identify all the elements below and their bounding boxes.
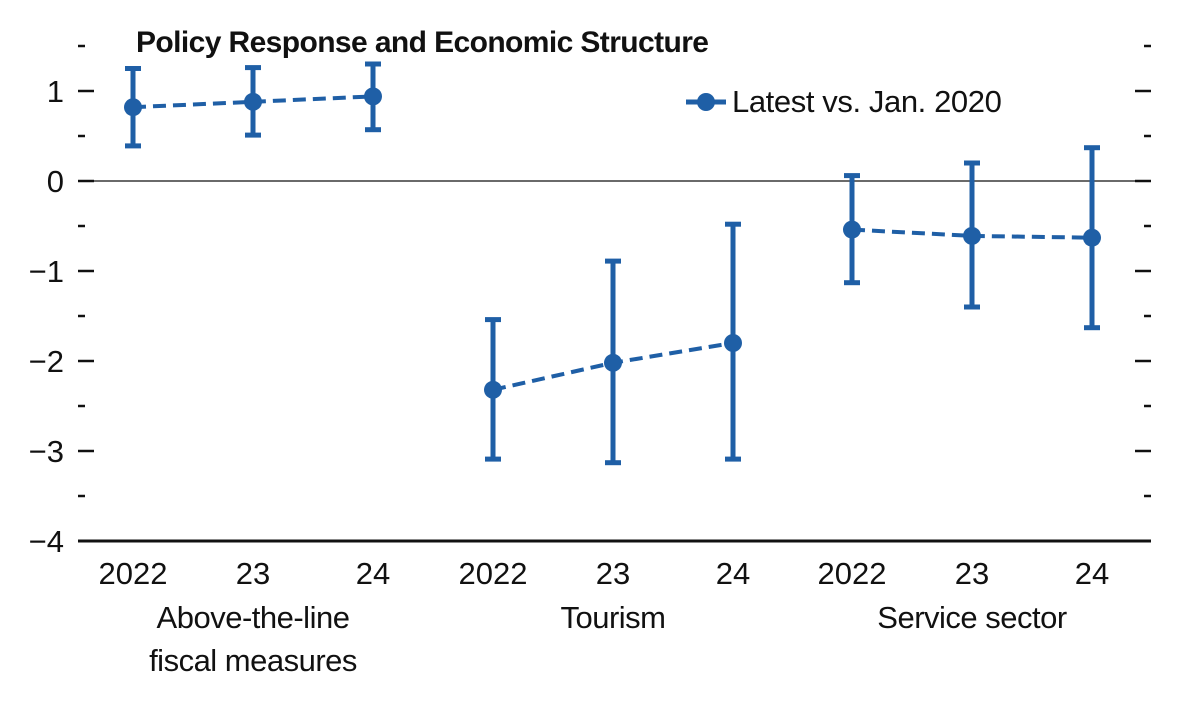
legend-marker [686, 93, 726, 111]
data-point [724, 334, 742, 352]
x-tick-label: 23 [596, 556, 630, 591]
data-point [484, 380, 502, 399]
data-point [364, 87, 382, 106]
y-tick-label: 0 [47, 164, 64, 199]
legend-label: Latest vs. Jan. 2020 [732, 84, 1002, 119]
data-point [1083, 228, 1101, 247]
y-tick-label: 1 [47, 74, 64, 109]
group-label-fiscal: Above-the-line fiscal measures [103, 596, 403, 682]
data-point [604, 353, 622, 372]
data-point [843, 220, 861, 239]
x-tick-label: 23 [955, 556, 989, 591]
group-label-tourism: Tourism [463, 596, 763, 639]
group-label-line: fiscal measures [149, 643, 357, 678]
group-label-service: Service sector [822, 596, 1122, 639]
x-tick-label: 2022 [99, 556, 168, 591]
y-tick-label: −4 [29, 524, 64, 559]
data-point [963, 226, 981, 245]
chart-title: Policy Response and Economic Structure [136, 26, 709, 59]
group-label-line: Service sector [877, 600, 1067, 635]
y-tick-label: −3 [29, 434, 64, 469]
x-tick-label: 24 [716, 556, 750, 591]
data-point [244, 92, 262, 111]
x-tick-label: 2022 [818, 556, 887, 591]
y-tick-label: −2 [29, 344, 64, 379]
legend: Latest vs. Jan. 2020 [686, 82, 1002, 122]
group-label-line: Tourism [560, 600, 666, 635]
x-tick-label: 23 [236, 556, 270, 591]
x-tick-label: 24 [356, 556, 390, 591]
data-point [124, 98, 142, 117]
y-tick-label: −1 [29, 254, 64, 289]
x-tick-label: 2022 [459, 556, 528, 591]
group-label-line: Above-the-line [156, 600, 350, 635]
x-tick-label: 24 [1075, 556, 1109, 591]
